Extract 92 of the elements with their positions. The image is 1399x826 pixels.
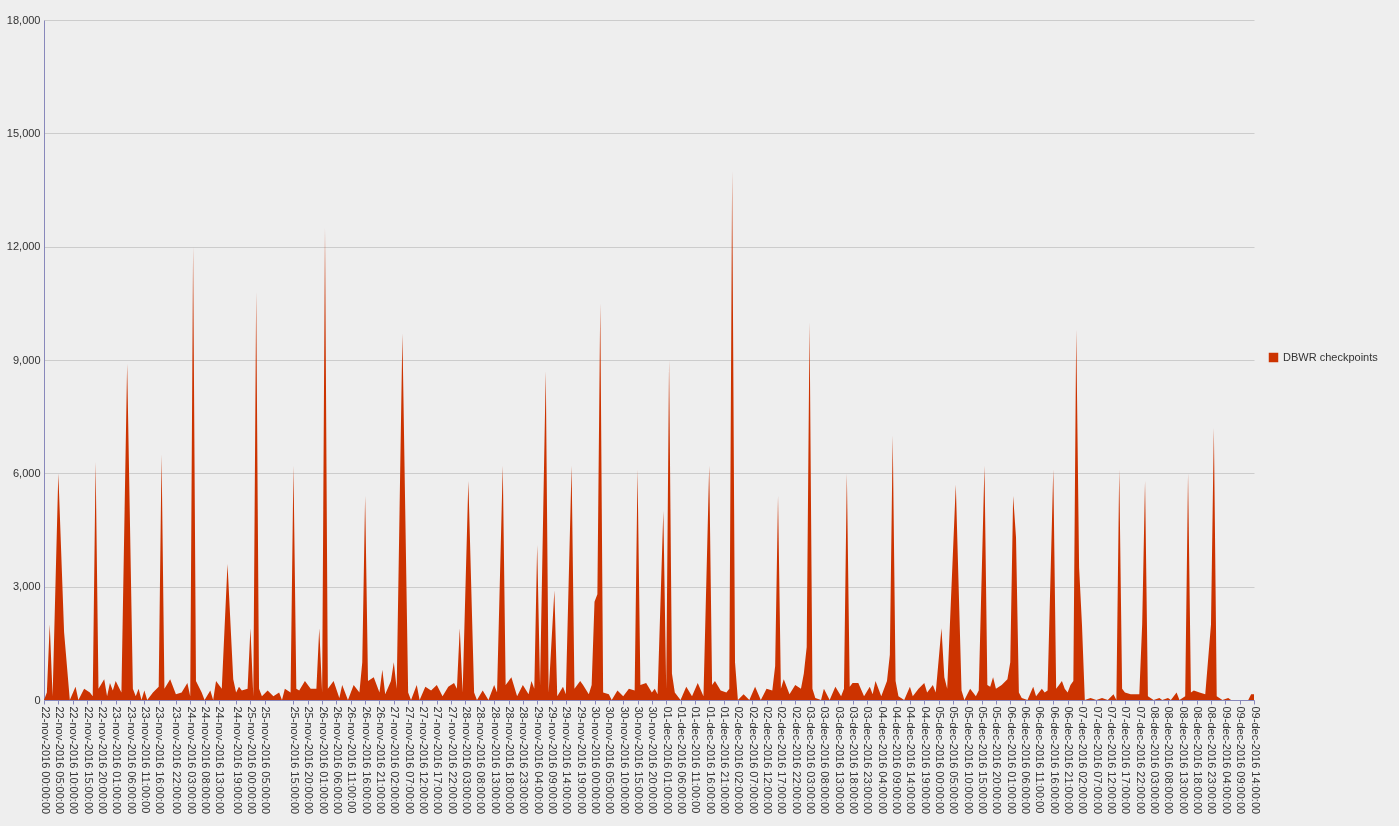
x-tick-label: 03-dec-2016 08:00:00 [819, 706, 832, 815]
legend-label: DBWR checkpoints [1283, 350, 1379, 363]
x-tick-label: 24-nov-2016 13:00:00 [214, 706, 227, 815]
x-tick-label: 03-dec-2016 18:00:00 [848, 706, 861, 815]
x-tick-label: 01-dec-2016 16:00:00 [704, 706, 717, 815]
x-tick-label: 22-nov-2016 20:00:00 [96, 706, 109, 815]
x-tick-label: 08-dec-2016 13:00:00 [1177, 706, 1190, 815]
x-tick-label: 29-nov-2016 09:00:00 [547, 706, 560, 815]
x-tick-label: 30-nov-2016 05:00:00 [604, 706, 617, 815]
x-tick-label: 01-dec-2016 11:00:00 [690, 706, 703, 814]
x-tick-label: 05-dec-2016 10:00:00 [962, 706, 975, 815]
x-tick-label: 25-nov-2016 00:00:00 [245, 706, 258, 815]
x-tick-label: 27-nov-2016 17:00:00 [432, 706, 445, 815]
x-tick-label: 07-dec-2016 22:00:00 [1134, 706, 1147, 815]
y-tick-label: 15,000 [6, 126, 41, 139]
x-tick-label: 26-nov-2016 16:00:00 [360, 706, 373, 815]
x-tick-label: 23-nov-2016 01:00:00 [111, 706, 124, 815]
x-tick-label: 08-dec-2016 08:00:00 [1163, 706, 1176, 815]
x-tick-label: 07-dec-2016 12:00:00 [1106, 706, 1119, 815]
x-tick-label: 23-nov-2016 22:00:00 [171, 706, 184, 815]
x-tick-label: 29-nov-2016 04:00:00 [532, 706, 545, 815]
x-tick-label: 25-nov-2016 05:00:00 [260, 706, 273, 815]
x-tick-label: 04-dec-2016 19:00:00 [919, 706, 932, 815]
x-tick-label: 28-nov-2016 03:00:00 [460, 706, 473, 815]
x-tick-label: 22-nov-2016 05:00:00 [53, 706, 66, 815]
x-tick-label: 08-dec-2016 03:00:00 [1149, 706, 1162, 815]
x-tick-label: 02-dec-2016 22:00:00 [790, 706, 803, 815]
x-tick-label: 01-dec-2016 21:00:00 [719, 706, 732, 815]
x-tick-label: 27-nov-2016 12:00:00 [417, 706, 430, 815]
x-tick-label: 28-nov-2016 23:00:00 [518, 706, 531, 815]
x-tick-label: 26-nov-2016 01:00:00 [317, 706, 330, 815]
x-tick-label: 04-dec-2016 14:00:00 [905, 706, 918, 815]
x-tick-label: 26-nov-2016 21:00:00 [374, 706, 387, 815]
x-tick-label: 03-dec-2016 13:00:00 [833, 706, 846, 815]
x-tick-label: 30-nov-2016 15:00:00 [633, 706, 646, 815]
x-tick-label: 23-nov-2016 06:00:00 [125, 706, 138, 815]
x-tick-label: 06-dec-2016 01:00:00 [1005, 706, 1018, 815]
x-tick-label: 07-dec-2016 02:00:00 [1077, 706, 1090, 815]
y-tick-label: 6,000 [12, 466, 41, 479]
x-tick-label: 29-nov-2016 19:00:00 [575, 706, 588, 815]
y-tick-label: 18,000 [6, 13, 41, 26]
x-tick-label: 03-dec-2016 23:00:00 [862, 706, 875, 815]
x-tick-label: 28-nov-2016 18:00:00 [504, 706, 516, 815]
x-tick-label: 22-nov-2016 15:00:00 [82, 706, 95, 815]
x-tick-label: 27-nov-2016 02:00:00 [389, 706, 402, 815]
x-tick-label: 01-dec-2016 06:00:00 [676, 706, 689, 815]
x-tick-label: 07-dec-2016 17:00:00 [1120, 706, 1133, 815]
x-tick-label: 27-nov-2016 22:00:00 [446, 706, 459, 815]
x-tick-label: 06-dec-2016 06:00:00 [1020, 706, 1033, 815]
x-tick-label: 09-dec-2016 14:00:00 [1249, 706, 1262, 815]
x-tick-label: 28-nov-2016 08:00:00 [475, 706, 488, 815]
x-tick-label: 28-nov-2016 13:00:00 [489, 706, 502, 815]
x-tick-label: 05-dec-2016 15:00:00 [977, 706, 990, 815]
x-tick-label: 01-dec-2016 01:00:00 [661, 706, 674, 815]
y-tick-label: 12,000 [6, 240, 41, 253]
x-tick-label: 06-dec-2016 21:00:00 [1063, 706, 1076, 815]
x-tick-label: 02-dec-2016 07:00:00 [747, 706, 760, 815]
x-tick-label: 07-dec-2016 07:00:00 [1091, 706, 1104, 815]
x-tick-label: 30-nov-2016 20:00:00 [647, 706, 660, 815]
x-tick-label: 24-nov-2016 08:00:00 [200, 706, 213, 815]
x-tick-label: 30-nov-2016 00:00:00 [590, 706, 603, 815]
x-tick-label: 29-nov-2016 14:00:00 [561, 706, 574, 815]
x-tick-label: 05-dec-2016 20:00:00 [991, 706, 1004, 815]
x-tick-label: 26-nov-2016 11:00:00 [346, 706, 359, 814]
x-tick-label: 02-dec-2016 02:00:00 [733, 706, 746, 815]
x-tick-label: 02-dec-2016 12:00:00 [762, 706, 775, 815]
x-tick-label: 08-dec-2016 18:00:00 [1192, 706, 1205, 815]
x-tick-label: 04-dec-2016 09:00:00 [891, 706, 904, 815]
y-tick-label: 9,000 [12, 353, 41, 366]
x-tick-label: 08-dec-2016 23:00:00 [1206, 706, 1219, 815]
x-tick-label: 30-nov-2016 10:00:00 [618, 706, 631, 815]
x-tick-label: 05-dec-2016 05:00:00 [948, 706, 961, 815]
x-tick-label: 25-nov-2016 20:00:00 [303, 706, 316, 815]
x-tick-label: 02-dec-2016 17:00:00 [776, 706, 789, 815]
x-tick-label: 22-nov-2016 00:00:00 [39, 706, 52, 815]
x-tick-label: 06-dec-2016 16:00:00 [1048, 706, 1061, 815]
x-tick-label: 04-dec-2016 04:00:00 [876, 706, 889, 815]
x-tick-label: 22-nov-2016 10:00:00 [68, 706, 81, 815]
x-tick-label: 23-nov-2016 11:00:00 [139, 706, 152, 814]
y-tick-label: 0 [34, 693, 41, 706]
x-tick-label: 25-nov-2016 15:00:00 [288, 706, 301, 815]
x-tick-label: 03-dec-2016 03:00:00 [805, 706, 818, 815]
x-tick-label: 24-nov-2016 19:00:00 [231, 706, 244, 815]
x-tick-label: 27-nov-2016 07:00:00 [403, 706, 416, 815]
x-tick-label: 26-nov-2016 06:00:00 [331, 706, 344, 815]
y-tick-label: 3,000 [12, 580, 41, 593]
x-tick-label: 06-dec-2016 11:00:00 [1034, 706, 1047, 814]
x-tick-label: 09-dec-2016 04:00:00 [1220, 706, 1233, 815]
x-tick-label: 05-dec-2016 00:00:00 [934, 706, 947, 815]
x-tick-label: 24-nov-2016 03:00:00 [185, 706, 198, 815]
x-tick-label: 23-nov-2016 16:00:00 [154, 706, 167, 815]
x-tick-label: 09-dec-2016 09:00:00 [1235, 706, 1248, 815]
